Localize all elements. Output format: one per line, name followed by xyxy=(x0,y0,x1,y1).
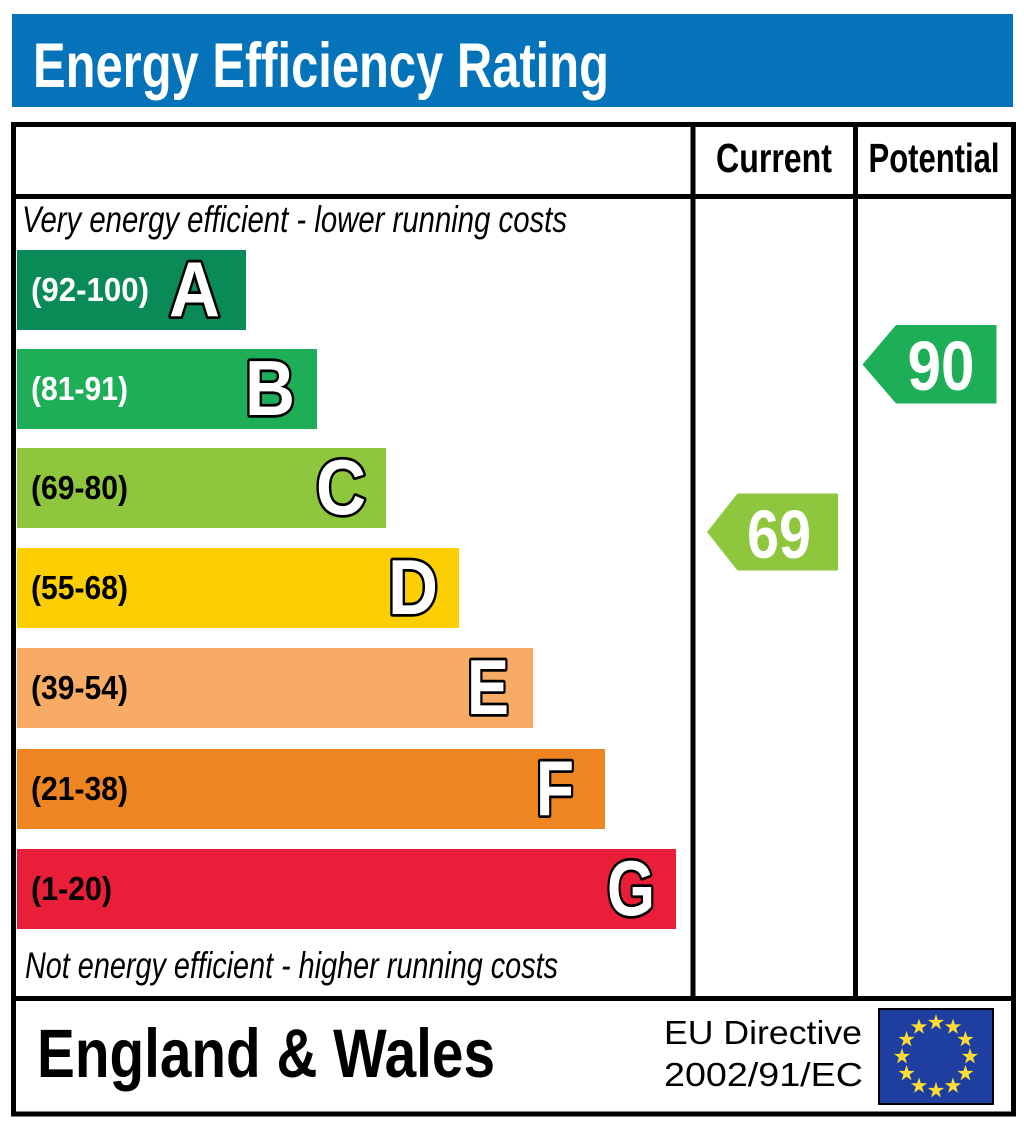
svg-text:69: 69 xyxy=(747,496,811,573)
svg-text:(1-20): (1-20) xyxy=(31,870,112,907)
svg-text:A: A xyxy=(169,245,220,333)
svg-text:England & Wales: England & Wales xyxy=(37,1015,495,1092)
svg-text:Energy Efficiency Rating: Energy Efficiency Rating xyxy=(33,31,609,101)
svg-text:(21-38): (21-38) xyxy=(31,770,128,807)
svg-text:C: C xyxy=(316,443,366,531)
svg-text:B: B xyxy=(245,344,295,432)
svg-text:(55-68): (55-68) xyxy=(31,569,128,606)
svg-text:Not energy efficient - higher: Not energy efficient - higher running co… xyxy=(25,945,558,986)
svg-text:(81-91): (81-91) xyxy=(31,370,128,407)
svg-text:(92-100): (92-100) xyxy=(31,271,149,308)
svg-text:2002/91/EC: 2002/91/EC xyxy=(664,1056,863,1093)
svg-text:E: E xyxy=(467,643,509,731)
svg-text:Very energy efficient - lower: Very energy efficient - lower running co… xyxy=(22,199,567,240)
svg-text:EU Directive: EU Directive xyxy=(664,1014,862,1051)
svg-text:D: D xyxy=(388,543,438,631)
svg-text:90: 90 xyxy=(908,327,975,405)
svg-text:(69-80): (69-80) xyxy=(31,469,128,506)
svg-text:Potential: Potential xyxy=(869,135,1000,181)
svg-text:Current: Current xyxy=(716,135,832,181)
svg-text:G: G xyxy=(607,844,655,932)
svg-text:(39-54): (39-54) xyxy=(31,669,128,706)
svg-text:F: F xyxy=(536,744,574,832)
